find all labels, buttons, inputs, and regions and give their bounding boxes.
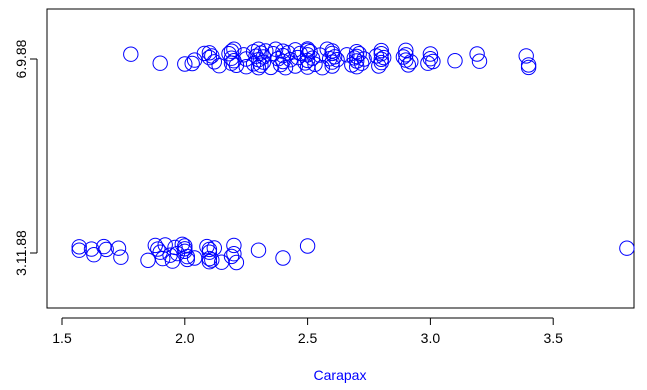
x-tick-label: 3.0 — [421, 330, 441, 346]
data-point — [201, 254, 218, 270]
data-point — [307, 56, 323, 73]
data-point — [250, 242, 267, 258]
data-point — [400, 57, 416, 73]
data-point — [236, 47, 252, 63]
data-point — [356, 51, 372, 67]
data-point — [277, 59, 294, 76]
data-point — [371, 58, 387, 74]
data-point — [152, 55, 168, 71]
data-point — [422, 51, 439, 67]
x-axis: 1.5 2.0 2.5 3.0 3.5 — [52, 317, 563, 346]
data-point — [299, 238, 316, 254]
x-tick-label: 2.0 — [175, 330, 195, 346]
data-point — [619, 240, 635, 256]
data-point — [228, 254, 245, 271]
data-point — [329, 52, 345, 68]
data-point — [123, 46, 139, 62]
data-point — [425, 53, 441, 70]
x-tick-label: 2.5 — [298, 330, 318, 346]
data-point — [258, 43, 274, 59]
data-point — [179, 251, 196, 268]
data-point — [201, 244, 218, 260]
data-point — [398, 42, 414, 58]
data-point — [110, 240, 127, 256]
data-point — [373, 46, 389, 62]
x-tick-label: 3.5 — [543, 330, 563, 346]
data-point — [304, 50, 321, 66]
data-point — [469, 46, 485, 62]
data-point — [177, 238, 193, 254]
x-axis-title: Carapax — [314, 367, 367, 383]
data-points — [71, 41, 635, 271]
data-point — [140, 252, 156, 268]
data-point — [196, 45, 213, 62]
data-point — [275, 47, 291, 64]
y-tick-label: 3.11.88 — [13, 230, 29, 276]
data-point — [520, 59, 537, 76]
data-point — [177, 56, 193, 72]
data-point — [113, 249, 129, 265]
data-point — [280, 45, 296, 61]
data-point — [204, 252, 220, 268]
data-point — [447, 53, 463, 69]
data-point — [471, 53, 488, 69]
data-point — [324, 58, 340, 74]
data-point — [253, 57, 269, 73]
data-point — [422, 46, 439, 62]
data-point — [518, 48, 534, 64]
data-point — [223, 43, 240, 59]
data-point — [226, 246, 242, 262]
data-point — [373, 42, 389, 59]
data-point — [184, 55, 200, 72]
data-point — [395, 49, 412, 65]
y-axis: 3.11.88 6.9.88 — [13, 39, 38, 276]
data-point — [373, 51, 389, 67]
data-point — [211, 57, 227, 74]
data-point — [206, 240, 223, 256]
data-point — [223, 248, 240, 265]
data-point — [71, 239, 87, 255]
data-point — [186, 52, 203, 68]
data-point — [201, 45, 218, 61]
data-point — [226, 53, 242, 69]
data-point — [326, 49, 343, 65]
data-point — [299, 47, 316, 63]
data-point — [353, 55, 370, 71]
data-point — [201, 250, 218, 267]
data-point — [157, 237, 173, 253]
data-point — [226, 237, 242, 254]
data-point — [226, 41, 242, 57]
data-point — [201, 49, 218, 66]
data-point — [98, 241, 114, 258]
data-point — [403, 54, 419, 70]
plot-frame — [46, 8, 635, 309]
data-point — [275, 250, 291, 266]
x-tick-label: 1.5 — [52, 330, 72, 346]
data-point — [376, 49, 392, 66]
data-point — [167, 239, 183, 256]
data-point — [71, 242, 87, 258]
data-point — [351, 46, 367, 62]
data-point — [250, 59, 267, 76]
data-point — [179, 248, 196, 265]
data-point — [206, 54, 223, 70]
y-tick-label: 6.9.88 — [13, 39, 29, 78]
data-point — [150, 241, 166, 257]
